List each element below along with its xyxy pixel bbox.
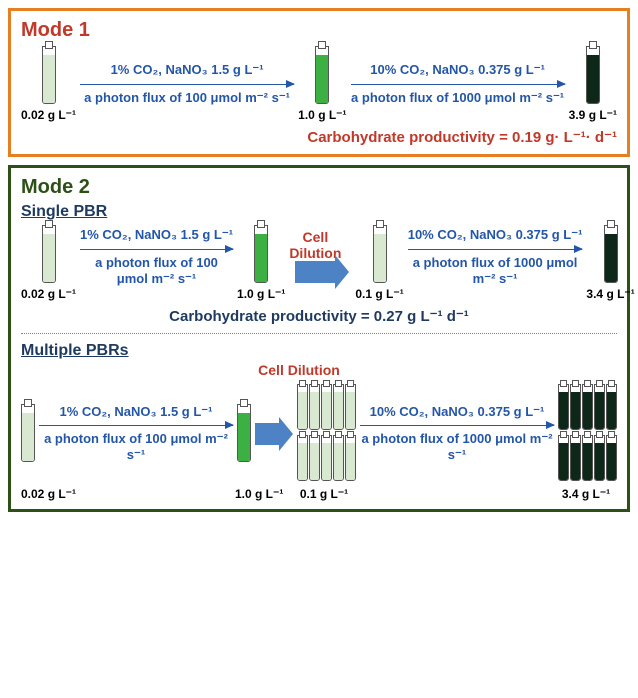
- arrow-icon: [80, 84, 294, 85]
- big-arrow-icon: [295, 261, 335, 283]
- divider: [21, 333, 617, 334]
- multi-end-tubes: [558, 384, 617, 483]
- mode1-mid-label: 1.0 g L⁻¹: [298, 108, 346, 122]
- multi-step2-cond2: a photon flux of 1000 μmol m⁻² s⁻¹: [360, 431, 554, 464]
- multi-start-tube: [21, 404, 35, 464]
- arrow-icon: [39, 425, 233, 426]
- single-mid2-tube: 0.1 g L⁻¹: [355, 225, 403, 301]
- mode1-step2-cond1: 10% CO₂, NaNO₃ 0.375 g L⁻¹: [370, 62, 545, 78]
- multi-step1-cond2: a photon flux of 100 μmol m⁻² s⁻¹: [39, 431, 233, 464]
- multi-end-label: 3.4 g L⁻¹: [555, 487, 617, 501]
- single-step1-cond1: 1% CO₂, NaNO₃ 1.5 g L⁻¹: [80, 227, 233, 243]
- mode2-productivity: Carbohydrate productivity = 0.27 g L⁻¹ d…: [21, 307, 617, 325]
- big-arrow-icon: [255, 423, 279, 445]
- mode1-box: Mode 1 0.02 g L⁻¹ 1% CO₂, NaNO₃ 1.5 g L⁻…: [8, 8, 630, 157]
- mode1-step2-cond2: a photon flux of 1000 μmol m⁻² s⁻¹: [351, 90, 564, 106]
- single-step2: 10% CO₂, NaNO₃ 0.375 g L⁻¹ a photon flux…: [404, 227, 587, 287]
- multi-mid1-label: 1.0 g L⁻¹: [235, 487, 249, 501]
- mode2-title: Mode 2: [21, 176, 617, 199]
- mode2-multiple-flow: 1% CO₂, NaNO₃ 1.5 g L⁻¹ a photon flux of…: [21, 384, 617, 483]
- single-end-label: 3.4 g L⁻¹: [586, 287, 634, 301]
- multi-start-label: 0.02 g L⁻¹: [21, 487, 35, 501]
- multi-step1-cond1: 1% CO₂, NaNO₃ 1.5 g L⁻¹: [59, 404, 212, 420]
- multi-step2-cond1: 10% CO₂, NaNO₃ 0.375 g L⁻¹: [370, 404, 545, 420]
- arrow-icon: [351, 84, 565, 85]
- single-start-label: 0.02 g L⁻¹: [21, 287, 76, 301]
- mode1-title: Mode 1: [21, 19, 617, 42]
- multi-labels-row: 0.02 g L⁻¹ 1.0 g L⁻¹ 0.1 g L⁻¹ 3.4 g L⁻¹: [21, 485, 617, 501]
- single-mid2-label: 0.1 g L⁻¹: [355, 287, 403, 301]
- single-step1-cond2: a photon flux of 100 μmol m⁻² s⁻¹: [80, 255, 233, 288]
- mode1-step1: 1% CO₂, NaNO₃ 1.5 g L⁻¹ a photon flux of…: [76, 62, 298, 106]
- mode1-mid-tube: 1.0 g L⁻¹: [298, 46, 346, 122]
- multi-dilution-label: Cell Dilution: [258, 362, 340, 378]
- mode1-start-label: 0.02 g L⁻¹: [21, 108, 76, 122]
- mode1-flow: 0.02 g L⁻¹ 1% CO₂, NaNO₃ 1.5 g L⁻¹ a pho…: [21, 46, 617, 122]
- single-mid1-label: 1.0 g L⁻¹: [237, 287, 285, 301]
- multi-mid2-label: 0.1 g L⁻¹: [293, 487, 355, 501]
- mode1-end-label: 3.9 g L⁻¹: [569, 108, 617, 122]
- single-step2-cond1: 10% CO₂, NaNO₃ 0.375 g L⁻¹: [408, 227, 583, 243]
- multiple-pbr-label: Multiple PBRs: [21, 342, 617, 360]
- single-mid1-tube: 1.0 g L⁻¹: [237, 225, 285, 301]
- mode1-productivity: Carbohydrate productivity = 0.19 g· L⁻¹·…: [21, 128, 617, 146]
- mode2-box: Mode 2 Single PBR 0.02 g L⁻¹ 1% CO₂, NaN…: [8, 165, 630, 512]
- single-step1: 1% CO₂, NaNO₃ 1.5 g L⁻¹ a photon flux of…: [76, 227, 237, 287]
- mode1-end-tube: 3.9 g L⁻¹: [569, 46, 617, 122]
- single-dilution: Cell Dilution: [285, 230, 345, 283]
- multi-step2: 10% CO₂, NaNO₃ 0.375 g L⁻¹ a photon flux…: [356, 404, 558, 464]
- arrow-icon: [360, 425, 554, 426]
- single-pbr-label: Single PBR: [21, 203, 617, 221]
- single-step2-cond2: a photon flux of 1000 μmol m⁻² s⁻¹: [408, 255, 583, 288]
- mode1-step1-cond1: 1% CO₂, NaNO₃ 1.5 g L⁻¹: [111, 62, 264, 78]
- multi-mid1-tube: [237, 404, 251, 464]
- mode1-step2: 10% CO₂, NaNO₃ 0.375 g L⁻¹ a photon flux…: [347, 62, 569, 106]
- single-end-tube: 3.4 g L⁻¹: [586, 225, 634, 301]
- mode2-single-flow: 0.02 g L⁻¹ 1% CO₂, NaNO₃ 1.5 g L⁻¹ a pho…: [21, 225, 617, 301]
- arrow-icon: [80, 249, 233, 250]
- arrow-icon: [408, 249, 583, 250]
- mode1-start-tube: 0.02 g L⁻¹: [21, 46, 76, 122]
- single-start-tube: 0.02 g L⁻¹: [21, 225, 76, 301]
- multi-mid2-tubes: [297, 384, 356, 483]
- mode1-step1-cond2: a photon flux of 100 μmol m⁻² s⁻¹: [84, 90, 290, 106]
- multi-step1: 1% CO₂, NaNO₃ 1.5 g L⁻¹ a photon flux of…: [35, 404, 237, 464]
